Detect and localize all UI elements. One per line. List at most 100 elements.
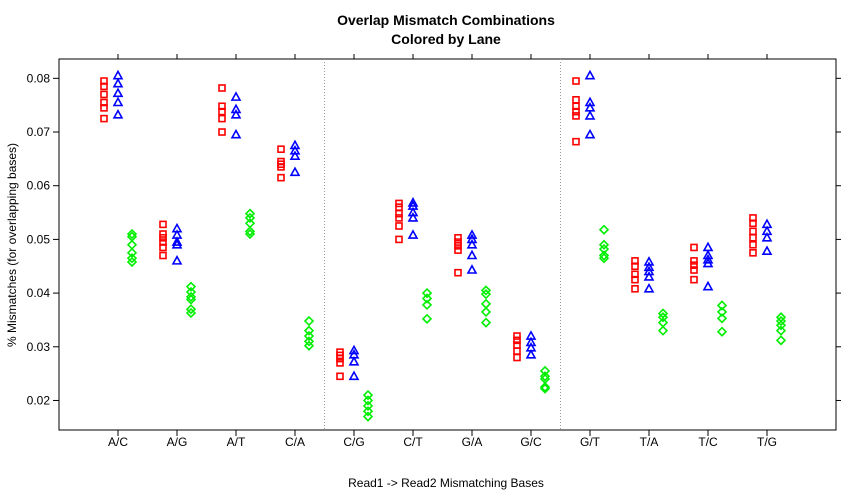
x-tick-label: G/A [462,435,483,449]
point-square [513,336,521,345]
x-tick-label: G/T [580,435,601,449]
point-diamond [598,224,610,235]
series-diamond [126,208,787,422]
y-axis: 0.02 0.03 0.04 0.05 0.06 0.07 0.08 [27,71,841,407]
point-square [631,284,639,293]
point-square [749,227,757,236]
point-diamond [716,300,728,311]
point-square [159,233,167,242]
point-triangle [643,271,655,281]
point-diamond [480,285,492,296]
point-diamond [657,325,669,336]
point-diamond [126,247,138,258]
chart-title: Overlap Mismatch Combinations [337,12,555,28]
point-triangle [584,128,596,139]
x-tick-label: A/G [167,435,188,449]
point-triangle [466,229,478,239]
point-triangle [761,231,773,242]
point-diamond [657,312,669,323]
point-triangle [289,166,301,177]
point-triangle [230,128,242,139]
point-triangle [702,241,714,252]
plot-frame [58,58,837,431]
y-axis-label: % Mismatches (for overlapping bases) [5,143,19,347]
point-square [395,209,403,218]
point-square [395,214,403,222]
point-diamond [775,320,787,331]
point-triangle [466,233,478,244]
point-triangle [407,212,419,222]
point-diamond [185,291,197,302]
point-square [100,114,108,123]
point-diamond [185,281,197,292]
x-tick-label: G/C [520,435,542,449]
x-tick-label: A/T [227,435,246,449]
point-triangle [761,245,773,256]
point-triangle [171,255,183,265]
point-triangle [702,280,714,291]
point-diamond [303,325,315,336]
point-diamond [421,313,433,324]
point-diamond [362,406,374,417]
point-triangle [230,103,242,114]
point-square [631,262,639,271]
point-triangle [702,253,714,264]
point-triangle [348,355,360,366]
point-square [100,82,108,91]
point-diamond [539,381,551,393]
point-diamond [244,228,256,240]
point-diamond [716,326,728,337]
x-tick-label: T/G [757,435,777,449]
point-diamond [303,336,315,347]
y-tick-label: 0.02 [27,393,51,407]
point-diamond [775,335,787,346]
point-diamond [539,383,551,394]
point-triangle [289,150,301,160]
point-diamond [244,226,256,237]
point-diamond [362,400,374,411]
point-square [749,240,757,249]
plot-area [58,58,837,431]
point-square [749,249,757,257]
point-square [690,257,698,265]
point-triangle [230,108,242,119]
point-square [159,251,167,260]
x-tick-label: C/A [285,435,305,449]
point-triangle [643,261,655,272]
point-diamond [126,256,138,268]
y-tick-label: 0.08 [27,71,51,85]
group-separators [324,59,561,430]
point-diamond [539,365,551,377]
point-triangle [407,197,419,207]
point-diamond [716,306,728,318]
point-square [513,353,521,362]
point-triangle [466,264,478,274]
point-diamond [303,340,315,351]
point-triangle [525,348,537,359]
point-square [631,275,639,284]
point-diamond [185,307,197,319]
series-square [100,77,757,381]
x-tick-label: T/A [640,435,659,449]
point-square [572,137,580,146]
point-square [690,261,698,269]
point-square [572,112,580,120]
point-diamond [775,325,787,336]
point-square [454,246,462,254]
point-diamond [598,253,610,264]
point-triangle [171,238,183,249]
point-square [336,354,344,363]
point-square [277,163,285,171]
point-diamond [244,218,256,229]
point-diamond [539,371,551,382]
point-square [395,222,403,230]
point-diamond [598,239,610,250]
point-square [336,372,344,381]
point-square [218,114,226,123]
x-tick-label: C/T [403,435,423,449]
point-square [513,347,521,355]
point-triangle [289,144,301,155]
point-square [572,107,580,116]
point-triangle [112,69,124,80]
